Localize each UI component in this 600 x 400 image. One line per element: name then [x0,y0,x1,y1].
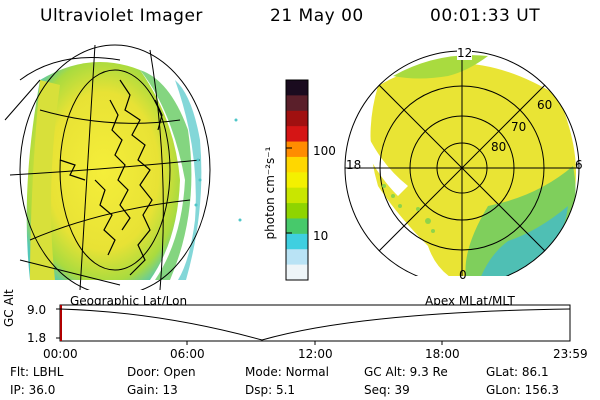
colorbar-tick-label-100: 100 [313,144,336,158]
altitude-frame [59,304,571,342]
y-tick-label-top: 9.0 [27,303,47,317]
mlt-label-6: 6 [575,158,583,172]
x-tick-label-1200: 12:00 [298,347,333,361]
instrument-title: Ultraviolet Imager [40,6,203,26]
colorbar-segment [286,172,308,189]
colorbar-segment [286,249,308,266]
geographic-image [4,44,242,290]
date-label: 21 May 00 [270,6,364,26]
colorbar-segment [286,233,308,250]
time-label: 00:01:33 UT [430,6,541,26]
colorbar-tick-label-10: 10 [313,229,329,243]
info-mode: Mode: Normal [245,365,329,379]
colorbar-segment [286,126,308,143]
colorbar-segment [286,95,308,112]
mlt-label-18: 18 [346,158,362,172]
x-tick-label-0000: 00:00 [43,347,78,361]
colorbar-segment [286,218,308,235]
info-glon: GLon: 156.3 [486,383,559,397]
info-gain: Gain: 13 [127,383,178,397]
altitude-curve [59,308,571,341]
polar-speckles [382,184,435,233]
colorbar-segment [286,203,308,219]
colorbar-segment [286,156,308,173]
info-gc-alt: GC Alt: 9.3 Re [364,365,448,379]
colorbar-segment [286,141,308,158]
mlat-label-60: 60 [537,98,553,112]
mlat-label-70: 70 [511,120,527,134]
mlt-label-0: 0 [459,268,467,282]
altitude-panel [56,304,571,345]
colorbar-segment [286,80,308,96]
polar-plot [344,50,580,276]
y-tick-label-bottom: 1.8 [27,331,47,345]
x-tick-label-2359: 23:59 [553,347,588,361]
x-tick-label-1800: 18:00 [425,347,460,361]
colorbar-segment [286,264,308,281]
polar-grid [344,50,580,276]
polar-emission [345,51,579,276]
gc-alt-axis-label: GC Alt [2,289,16,327]
mlt-label-12: 12 [457,46,473,60]
x-tick-label-0600: 06:00 [170,347,205,361]
aurora-speckles [194,118,242,222]
info-glat: GLat: 86.1 [486,365,549,379]
info-door: Door: Open [127,365,196,379]
info-flt: Flt: LBHL [10,365,64,379]
colorbar-segment [286,187,308,204]
colorbar-gradient [286,80,308,281]
colorbar [285,79,309,281]
colorbar-unit-label: photon cm⁻²s⁻¹ [263,146,277,240]
info-ip: IP: 36.0 [10,383,56,397]
mlat-label-80: 80 [491,140,507,154]
info-dsp: Dsp: 5.1 [245,383,296,397]
colorbar-frame [285,79,309,281]
lat-lon-grid [4,44,211,290]
coastlines [59,79,163,276]
colorbar-segment [286,110,308,127]
aurora-emission [26,62,202,280]
info-seq: Seq: 39 [364,383,410,397]
